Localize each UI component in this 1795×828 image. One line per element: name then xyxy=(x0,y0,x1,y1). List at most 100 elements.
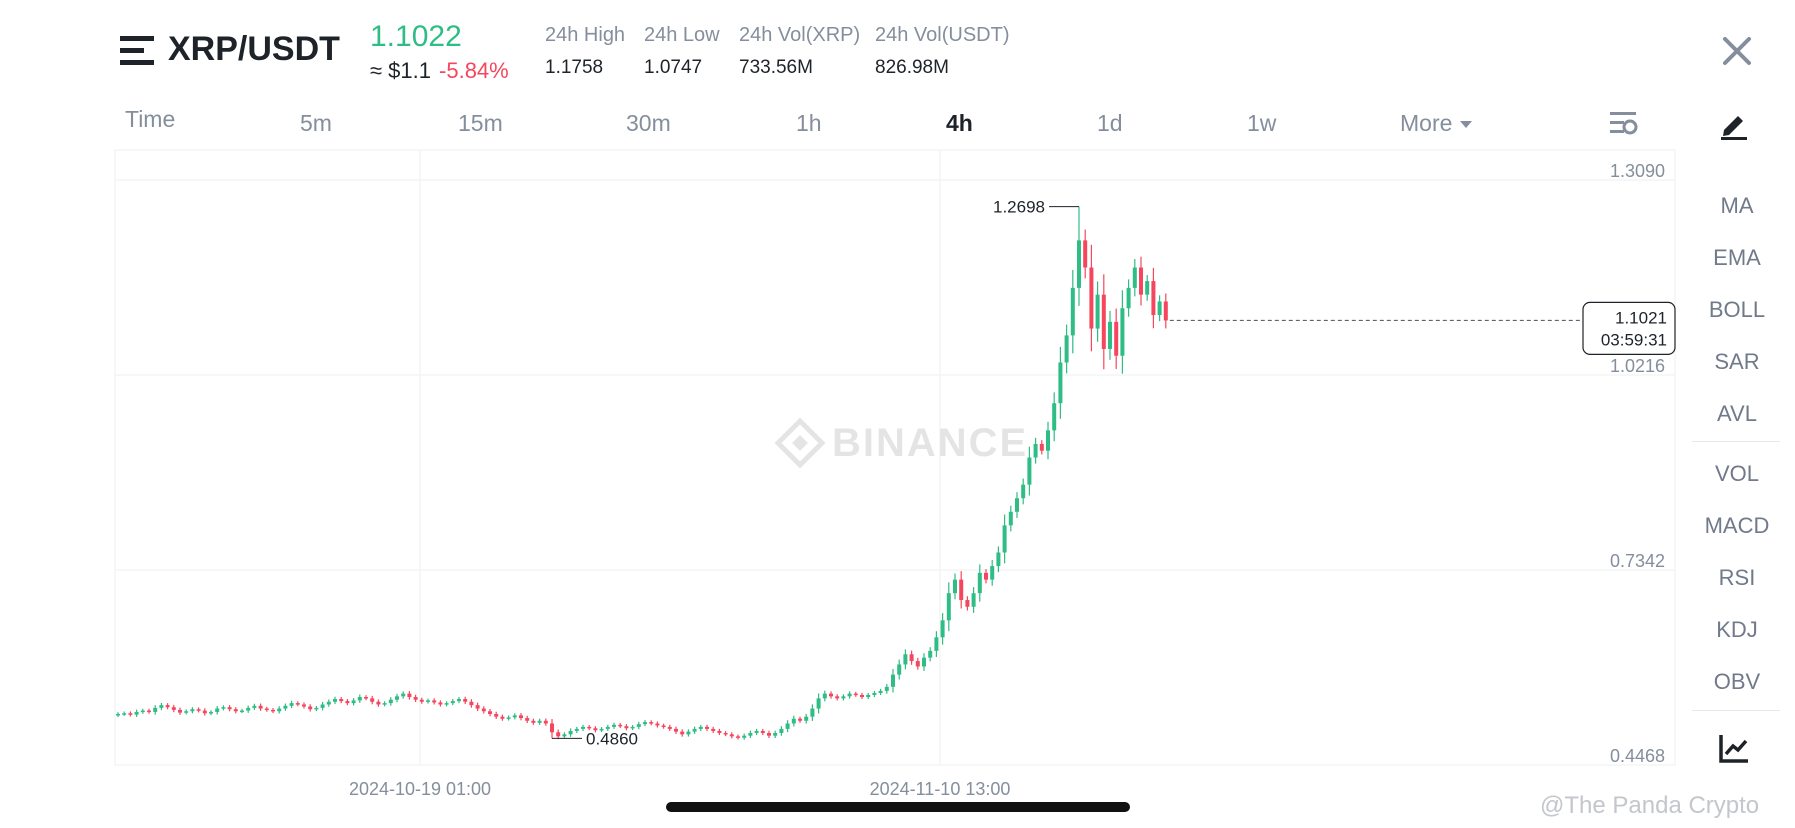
caret-down-icon xyxy=(1460,121,1473,129)
candle-body xyxy=(773,732,778,736)
candle-body xyxy=(605,726,610,729)
candle-body xyxy=(395,696,399,700)
tab-more[interactable]: More xyxy=(1400,110,1473,137)
candle-body xyxy=(463,699,468,702)
indicator-ma[interactable]: MA xyxy=(1720,193,1754,218)
candle-body xyxy=(934,637,939,651)
tab-1w[interactable]: 1w xyxy=(1247,110,1277,136)
chart-settings-icon[interactable] xyxy=(1608,108,1638,138)
pair-title[interactable]: XRP/USDT xyxy=(168,30,340,68)
candle-body xyxy=(525,718,530,721)
candle-body xyxy=(407,693,412,698)
candle-body xyxy=(804,716,809,721)
stat-24h-low: 24h Low 1.0747 xyxy=(644,24,720,79)
candle-body xyxy=(543,720,548,724)
candle-body xyxy=(537,720,542,723)
candle-body xyxy=(866,694,871,698)
candle-body xyxy=(134,711,139,715)
candle-body xyxy=(965,599,970,607)
candle-body xyxy=(903,654,908,665)
candle-body xyxy=(469,701,474,706)
indicator-ema[interactable]: EMA xyxy=(1713,245,1761,270)
y-tick-label: 0.4468 xyxy=(1610,746,1665,766)
binance-logo-icon xyxy=(774,417,826,469)
candle-body xyxy=(816,698,821,709)
candle-body xyxy=(171,707,176,710)
candle-body xyxy=(897,664,902,675)
candle-body xyxy=(971,593,976,607)
candle-body xyxy=(450,701,455,704)
candle-body xyxy=(643,722,647,725)
candle-body xyxy=(1015,498,1019,512)
indicator-rsi[interactable]: RSI xyxy=(1718,565,1756,590)
candle-body xyxy=(959,579,964,600)
tab-1h[interactable]: 1h xyxy=(796,110,822,136)
indicator-vol[interactable]: VOL xyxy=(1714,461,1760,486)
candle-body xyxy=(953,579,957,594)
tab-5m[interactable]: 5m xyxy=(300,110,332,136)
indicator-macd[interactable]: MACD xyxy=(1704,513,1770,538)
candle-body xyxy=(736,736,740,738)
x-tick-label: 2024-10-19 01:00 xyxy=(349,779,491,799)
candle-body xyxy=(512,715,517,718)
candle-body xyxy=(1083,240,1088,268)
stat-label: 24h Vol(USDT) xyxy=(875,24,1010,46)
candle-body xyxy=(382,703,387,705)
tab-30m[interactable]: 30m xyxy=(626,110,671,136)
candle-body xyxy=(1095,294,1100,329)
indicator-obv[interactable]: OBV xyxy=(1713,669,1761,694)
candle-body xyxy=(190,709,195,712)
candle-body xyxy=(314,707,319,710)
candle-body xyxy=(116,713,120,716)
candle-body xyxy=(754,730,759,733)
candle-body xyxy=(556,732,561,737)
candle-body xyxy=(1163,301,1168,321)
candle-body xyxy=(550,723,554,733)
stat-value: 1.0747 xyxy=(644,57,703,78)
candle-body xyxy=(122,713,127,715)
tab-15m[interactable]: 15m xyxy=(458,110,503,136)
indicator-avl[interactable]: AVL xyxy=(1717,401,1757,426)
close-icon[interactable] xyxy=(1720,34,1754,68)
candle-body xyxy=(370,698,375,702)
y-tick-label: 1.3090 xyxy=(1610,161,1665,181)
candle-body xyxy=(308,706,313,710)
candle-body xyxy=(165,705,170,708)
candle-body xyxy=(1070,287,1075,336)
candle-body xyxy=(829,693,833,697)
tab-1d[interactable]: 1d xyxy=(1097,110,1123,136)
candle-body xyxy=(289,703,294,706)
candle-body xyxy=(264,708,269,711)
candle-body xyxy=(612,724,616,727)
indicator-kdj[interactable]: KDJ xyxy=(1716,617,1758,642)
candle-body xyxy=(1021,484,1026,499)
candle-body xyxy=(705,726,709,729)
candle-body xyxy=(1077,240,1081,288)
candle-body xyxy=(698,726,703,729)
candle-body xyxy=(593,728,598,731)
indicator-sar[interactable]: SAR xyxy=(1714,349,1760,374)
y-tick-label: 1.0216 xyxy=(1610,356,1665,376)
candle-body xyxy=(791,718,796,724)
indicator-boll[interactable]: BOLL xyxy=(1708,297,1766,322)
candle-body xyxy=(140,710,145,713)
menu-icon[interactable] xyxy=(120,34,154,68)
tab-time[interactable]: Time xyxy=(125,106,176,132)
candle-body xyxy=(531,720,536,723)
candle-body xyxy=(184,711,189,713)
candle-body xyxy=(940,620,945,638)
drawing-tool-icon[interactable] xyxy=(1718,108,1750,140)
candle-body xyxy=(246,707,251,711)
candle-body xyxy=(1114,321,1119,356)
candle-body xyxy=(419,699,424,702)
candle-body xyxy=(413,697,418,700)
candle-body xyxy=(872,692,877,695)
candle-body xyxy=(277,708,282,712)
chart-type-icon[interactable] xyxy=(1718,732,1750,764)
current-price-label: 1.1021 xyxy=(1615,308,1667,327)
x-tick-label: 2024-11-10 13:00 xyxy=(870,779,1011,799)
candle-body xyxy=(779,728,784,733)
stat-label: 24h High xyxy=(545,24,626,46)
tab-4h[interactable]: 4h xyxy=(946,110,973,136)
